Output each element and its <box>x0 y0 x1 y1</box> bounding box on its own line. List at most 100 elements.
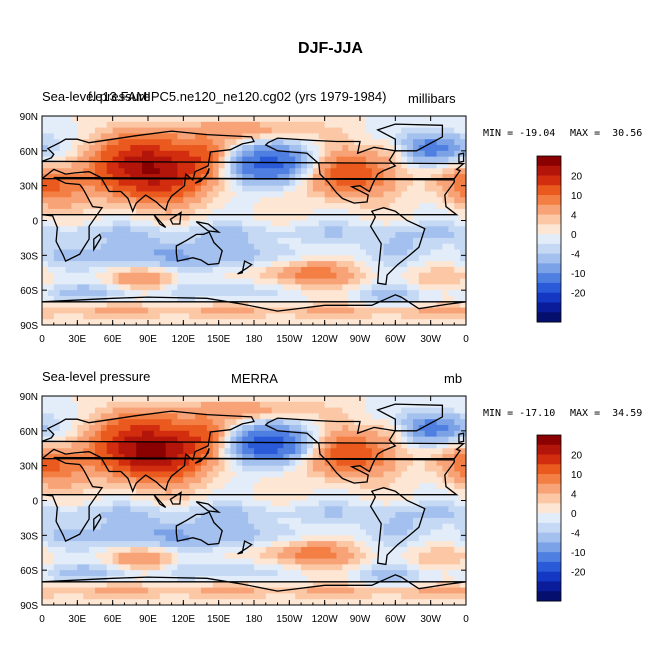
panel1-cell <box>95 203 102 210</box>
panel1-cell <box>118 319 126 325</box>
panel1-cell <box>460 133 466 140</box>
panel1-cell <box>53 185 61 193</box>
panel2-cell <box>142 552 149 560</box>
panel1-cell <box>295 301 302 309</box>
panel2-cell <box>77 512 84 519</box>
panel1-cell <box>377 116 385 123</box>
panel2-cell <box>430 448 438 455</box>
panel2-cell <box>307 500 314 507</box>
panel2-cell <box>312 541 320 548</box>
panel2-cell <box>59 407 67 415</box>
panel1-cell <box>71 150 78 158</box>
panel2-cell <box>430 459 438 467</box>
panel2-cell <box>65 401 73 409</box>
panel1-cell <box>95 261 102 268</box>
panel2-cell <box>106 430 114 438</box>
panel2-cell <box>159 401 167 409</box>
panel1-cell <box>106 266 114 274</box>
panel1-cell <box>348 220 355 227</box>
panel1-cell <box>206 272 214 280</box>
panel2-cell <box>89 512 96 519</box>
panel1-cell <box>236 301 243 309</box>
panel1-cell <box>112 208 120 216</box>
panel1-cell <box>136 266 143 274</box>
panel1-cell <box>401 208 408 216</box>
panel1-cell <box>136 133 143 140</box>
panel2-cell <box>165 564 173 571</box>
panel1-cell <box>430 133 438 140</box>
panel1-cell <box>448 162 455 169</box>
panel2-cell <box>159 454 167 461</box>
panel1-cell <box>59 145 67 152</box>
panel1-cell <box>148 319 155 325</box>
panel2-cell <box>100 407 108 415</box>
panel2-cell <box>136 401 143 409</box>
panel2-cell <box>259 465 267 473</box>
panel1-cell <box>83 319 90 325</box>
panel1-cell <box>259 261 267 268</box>
panel2-cell <box>165 401 173 409</box>
panel1-cell <box>330 278 338 285</box>
panel1-cell <box>212 203 220 210</box>
panel2-cell <box>230 552 237 560</box>
panel2-cell <box>271 413 279 420</box>
panel2-field <box>42 396 466 605</box>
panel1-cell <box>460 313 466 320</box>
panel1-cell <box>89 278 96 285</box>
panel1-cell <box>265 145 273 152</box>
panel2-cell <box>401 419 408 426</box>
panel2-cell <box>42 517 49 525</box>
panel1-cell <box>283 214 290 222</box>
panel1-cell <box>265 226 273 233</box>
panel2-cell <box>206 535 214 542</box>
panel2-cell <box>230 512 237 519</box>
panel1-cell <box>430 220 438 227</box>
panel1-cell <box>89 261 96 268</box>
panel2-cell <box>254 442 261 449</box>
panel1-cell <box>189 145 196 152</box>
panel1-cell <box>224 255 232 262</box>
panel1-cell <box>418 290 426 297</box>
panel2-cell <box>289 483 296 490</box>
panel1-cell <box>100 185 108 193</box>
panel2-case-label: MERRA <box>231 371 278 386</box>
panel2-cell <box>106 570 114 577</box>
panel1-cell <box>171 179 179 187</box>
panel2-cell <box>436 477 444 484</box>
panel1-cell <box>336 185 343 193</box>
panel1-cell <box>183 156 190 164</box>
panel2-cell <box>77 506 84 513</box>
panel2-cell <box>195 535 202 542</box>
panel2-cell <box>100 436 108 444</box>
panel2-cell <box>424 512 432 519</box>
panel2-cell <box>389 558 396 565</box>
panel2-cell <box>153 517 161 525</box>
panel2-cell <box>248 425 255 432</box>
panel2-cell <box>124 419 131 426</box>
panel1-cell <box>401 174 408 181</box>
panel1-cell <box>165 185 173 193</box>
panel1-cell <box>65 295 73 303</box>
panel2-cell <box>330 546 338 554</box>
panel2-cell <box>224 552 232 560</box>
panel1-cell <box>442 121 449 129</box>
panel2-cell <box>130 419 137 426</box>
panel1-cell <box>259 185 267 193</box>
panel2-cell <box>413 448 420 455</box>
panel2-cell <box>430 494 438 502</box>
panel2-cell <box>183 413 190 420</box>
panel2-cell <box>242 477 249 484</box>
panel2-cell <box>318 396 326 403</box>
panel2-cell <box>336 396 343 403</box>
panel1-cell <box>95 284 102 291</box>
panel1-cell <box>371 261 379 268</box>
panel1-cell <box>407 156 414 164</box>
panel2-cell <box>206 552 214 560</box>
panel2-cell <box>283 570 290 577</box>
panel1-cell <box>265 290 273 297</box>
panel2-units-label: mb <box>444 371 463 386</box>
panel1-cell <box>295 150 302 158</box>
panel2-cell <box>336 546 343 554</box>
panel1-cell <box>100 249 108 256</box>
panel1-cell <box>248 226 255 233</box>
